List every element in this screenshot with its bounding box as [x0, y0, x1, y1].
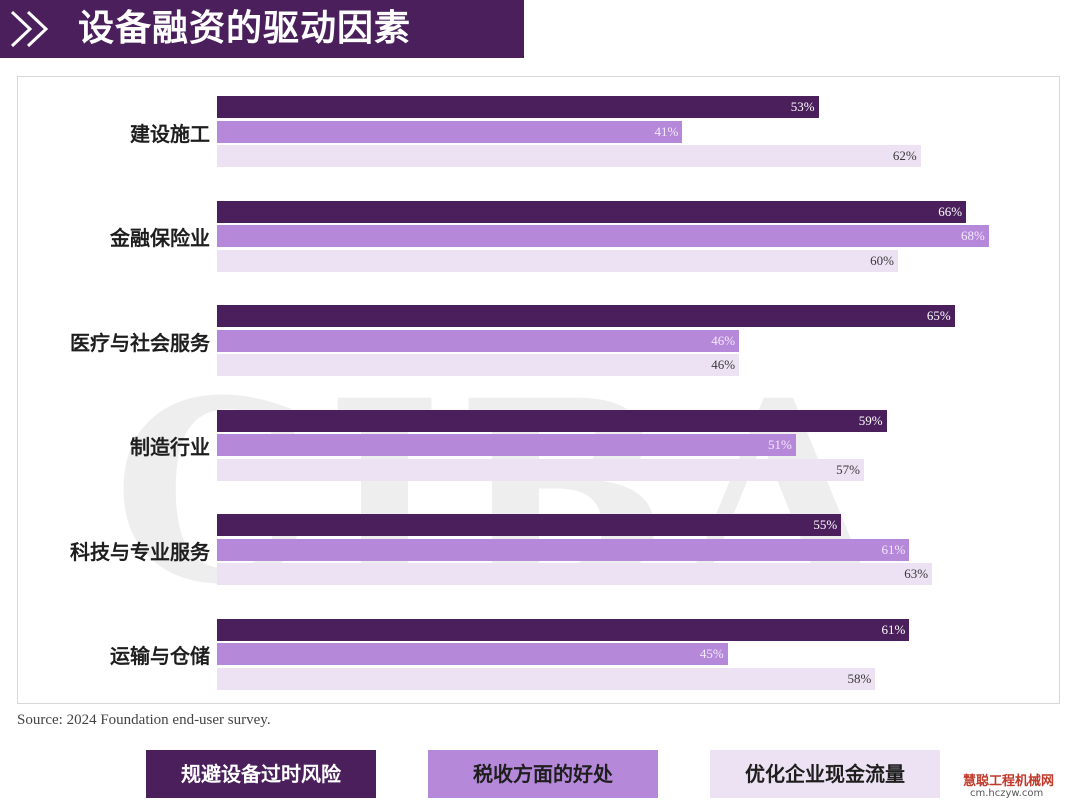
bar-value-label: 41% — [654, 123, 679, 139]
bar-value-label: 60% — [870, 252, 894, 268]
bar: 60% — [217, 249, 898, 272]
bar-value-label: 45% — [699, 646, 724, 661]
page-title: 设备融资的驱动因素 — [78, 8, 412, 49]
bar-value-label: 57% — [836, 461, 860, 477]
bar: 46% — [217, 329, 740, 352]
bar-value-label: 58% — [847, 670, 872, 686]
legend-item: 税收方面的好处 — [428, 750, 658, 798]
bar: 59% — [217, 409, 887, 432]
bar: 61% — [217, 618, 910, 641]
chart-area: CIBA 建设施工 53% 41% 62% 金融保险业 66% 68% 60% 医疗与社会服务 6… — [17, 76, 1060, 704]
bar: 53% — [217, 96, 819, 118]
bar-value-label: 51% — [768, 437, 792, 452]
bar-value-label: 66% — [938, 203, 963, 219]
category-label: 制造行业 — [130, 435, 210, 459]
bar: 61% — [217, 538, 910, 561]
bar: 62% — [217, 145, 921, 167]
bar-value-label: 61% — [881, 621, 906, 637]
bar: 46% — [217, 354, 740, 376]
bar-value-label: 61% — [881, 541, 906, 557]
bar: 57% — [217, 458, 864, 481]
bar-value-label: 55% — [813, 517, 838, 532]
bar-value-label: 63% — [904, 566, 929, 581]
source-note: Source: 2024 Foundation end-user survey. — [17, 712, 271, 728]
site-logo: 慧聪工程机械网 — [963, 774, 1055, 789]
bar: 41% — [217, 120, 683, 143]
bar-value-label: 59% — [858, 412, 883, 428]
category-label: 建设施工 — [130, 121, 210, 146]
bar-value-label: 68% — [960, 228, 985, 243]
chevron-double-right-icon — [10, 10, 49, 48]
bar-value-label: 53% — [790, 99, 815, 114]
bar: 51% — [217, 434, 796, 456]
bar: 66% — [217, 200, 967, 223]
bar-value-label: 62% — [892, 148, 917, 163]
bar: 45% — [217, 643, 728, 665]
bar: 65% — [217, 305, 955, 327]
bar-value-label: 65% — [926, 308, 951, 323]
bar-value-label: 46% — [711, 332, 736, 348]
legend-item: 优化企业现金流量 — [710, 750, 940, 798]
bar: 58% — [217, 667, 876, 690]
bar: 63% — [217, 563, 933, 585]
legend-item: 规避设备过时风险 — [146, 750, 376, 798]
bar: 55% — [217, 514, 842, 536]
title-banner: 设备融资的驱动因素 — [0, 0, 524, 58]
bar-value-label: 46% — [711, 357, 736, 372]
category-label: 科技与专业服务 — [70, 539, 210, 564]
category-label: 运输与仓储 — [110, 644, 210, 668]
bar: 68% — [217, 225, 989, 247]
category-label: 医疗与社会服务 — [70, 330, 210, 355]
site-logo-url: cm.hczyw.com — [970, 788, 1044, 799]
category-label: 金融保险业 — [110, 226, 210, 250]
